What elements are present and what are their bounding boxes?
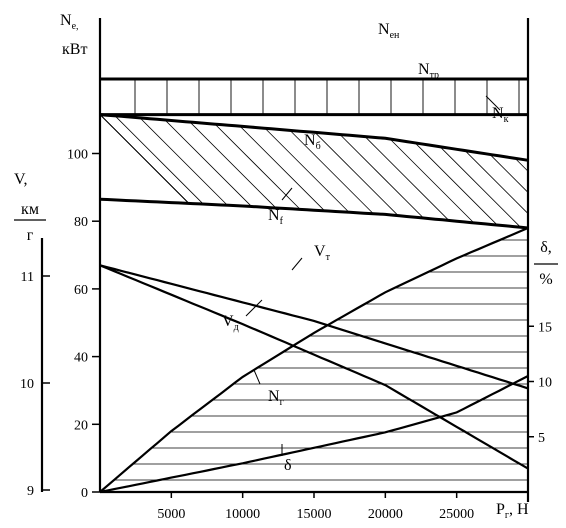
hatch-diagonal-line: [389, 138, 474, 223]
hatch-diagonal-line: [264, 127, 350, 213]
series-line-Vд: [99, 264, 529, 470]
slip-axis-unit: %: [539, 271, 552, 288]
speed-tick-label: 11: [21, 270, 34, 285]
power-axis-title: Ne,: [60, 12, 79, 32]
label-Nf: Nf: [268, 207, 284, 227]
hatch-diagonal-line: [464, 150, 529, 214]
label-Nг: Nг: [268, 388, 284, 408]
x-tick-label: 15000: [297, 507, 332, 522]
power-axis-unit: кВт: [62, 41, 87, 58]
hatch-diagonal-line: [139, 117, 228, 206]
power-tick-label: 0: [81, 486, 88, 501]
hatch-diagonal-line: [339, 134, 424, 218]
leader-line: [291, 257, 303, 271]
leader-line: [485, 95, 501, 111]
label-Nк: Nк: [492, 105, 509, 125]
x-axis-title: Pг, Н: [496, 501, 529, 521]
hatch-diagonal-line: [164, 119, 252, 207]
slip-tick-label: 10: [538, 376, 552, 391]
series-line-Vт: [99, 264, 529, 390]
x-tick-label: 25000: [439, 507, 474, 522]
x-tick-label: 10000: [225, 507, 260, 522]
speed-unit-numerator: км: [21, 201, 39, 218]
series-line-Nк: [99, 113, 529, 162]
series-layer: [99, 77, 529, 494]
axis-layer: 0 20 40 60 80 100 9 10 11 5 10 15 5000 10000 15000 2000…: [20, 18, 552, 522]
label-Nтр: Nтр: [418, 61, 439, 81]
speed-unit-denominator: г: [27, 227, 34, 244]
hatch-diagonal-line: [214, 123, 301, 210]
slip-axis-title: δ,: [540, 239, 552, 256]
speed-tick-label: 10: [20, 377, 34, 392]
hatch-diagonal-line: [489, 154, 529, 193]
x-tick-label: 5000: [157, 507, 185, 522]
hatch-diagonal-line: [289, 130, 374, 214]
leader-line: [253, 369, 261, 385]
series-line-Nг: [99, 226, 529, 493]
slip-tick-label: 15: [538, 320, 552, 335]
hatch-diagonal-line: [439, 146, 521, 227]
label-δ: δ: [284, 457, 292, 474]
power-tick-label: 20: [74, 418, 88, 433]
hatch-diagonal-line: [239, 125, 325, 211]
power-tick-label: 100: [67, 148, 88, 163]
leader-line: [245, 299, 263, 317]
hatch-diagonal-line: [364, 136, 449, 220]
hatch-diagonal-line: [99, 114, 189, 203]
label-layer: Ne, кВт V, км г δ,% Pг, Н Nен Nтр Nк Nб Nf Vт Vд Nг δ: [14, 12, 558, 521]
power-tick-label: 40: [74, 351, 88, 366]
label-Nб: Nб: [304, 132, 321, 152]
speed-axis-title: V,: [14, 171, 28, 188]
label-Vд: Vд: [222, 313, 239, 333]
label-Vт: Vт: [314, 243, 331, 263]
hatch-diagonal-line: [114, 115, 204, 205]
hatch-diagonal-line: [314, 132, 399, 216]
hatch-diagonal-line: [514, 157, 529, 172]
speed-tick-label: 9: [27, 484, 34, 499]
hatch-diagonal-line: [189, 121, 276, 208]
series-line-Nf: [99, 197, 529, 230]
x-tick-label: 20000: [368, 507, 403, 522]
slip-tick-label: 5: [538, 431, 545, 446]
label-Nен: Nен: [378, 21, 400, 41]
power-tick-label: 80: [74, 215, 88, 230]
hatch-diagonal-line: [414, 142, 498, 226]
power-tick-label: 60: [74, 283, 88, 298]
leader-line: [281, 187, 293, 201]
series-line-δ: [99, 375, 529, 494]
